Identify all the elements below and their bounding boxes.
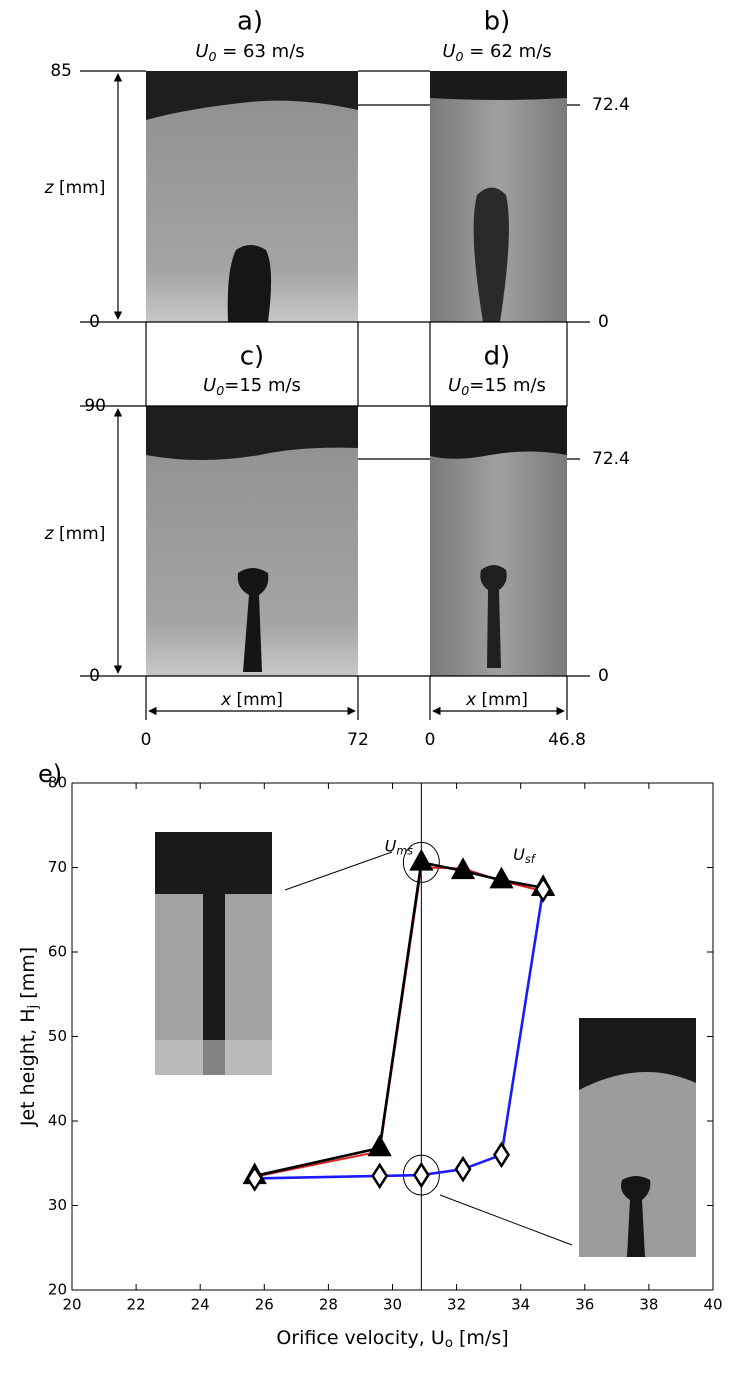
panel-label: d) xyxy=(484,342,511,372)
x-label: x [mm] xyxy=(465,690,528,710)
data-point xyxy=(454,1155,472,1183)
data-point xyxy=(412,1161,430,1189)
panel-label: c) xyxy=(240,342,264,372)
image-b xyxy=(430,71,567,322)
annotation: Ums xyxy=(385,836,414,858)
image-d xyxy=(430,406,567,676)
data-point xyxy=(489,866,514,889)
scale-label: 85 xyxy=(50,61,72,81)
velocity-label: U0=15 m/s xyxy=(203,375,301,398)
y-tick-label: 50 xyxy=(48,1027,67,1045)
scale-label: 72.4 xyxy=(592,449,630,469)
x-tick-label: 22 xyxy=(127,1296,146,1314)
y-tick-label: 70 xyxy=(48,858,67,876)
z-label: z [mm] xyxy=(44,178,106,198)
data-point xyxy=(450,857,476,880)
y-tick-label: 60 xyxy=(48,943,67,961)
annotation: Usf xyxy=(513,844,537,866)
y-axis-label: Jet height, Hj [mm] xyxy=(17,947,42,1127)
panel-label: a) xyxy=(237,7,263,37)
x-tick-label: 24 xyxy=(191,1296,210,1314)
panel-label: e) xyxy=(38,760,62,788)
x-tick-label: 26 xyxy=(255,1296,274,1314)
x-tick-label: 20 xyxy=(62,1296,81,1314)
velocity-label: U0=15 m/s xyxy=(448,375,546,398)
y-tick-label: 20 xyxy=(48,1281,67,1299)
scale-label: 0 xyxy=(598,666,609,686)
image-a xyxy=(146,71,358,322)
x-tick-label: 40 xyxy=(703,1296,722,1314)
data-point xyxy=(246,1165,264,1192)
scale-label: 0 xyxy=(141,730,152,750)
image-c xyxy=(146,406,358,676)
x-axis-label: Orifice velocity, Uo [m/s] xyxy=(276,1327,508,1352)
x-label: x [mm] xyxy=(220,690,283,710)
scale-label: 0 xyxy=(425,730,436,750)
scale-label: 0 xyxy=(89,666,100,686)
scale-label: 46.8 xyxy=(548,730,586,750)
y-tick-label: 80 xyxy=(48,774,67,792)
scale-label: 0 xyxy=(598,312,609,332)
series-line xyxy=(254,889,545,1180)
velocity-label: U0 = 63 m/s xyxy=(195,41,304,64)
panel-label: b) xyxy=(484,7,511,37)
y-tick-label: 30 xyxy=(48,1196,67,1214)
data-point xyxy=(371,1162,389,1190)
data-point xyxy=(534,876,552,903)
inset-right xyxy=(439,1018,696,1257)
data-point xyxy=(367,1134,392,1157)
x-tick-label: 34 xyxy=(511,1296,530,1314)
data-point xyxy=(492,1141,510,1169)
data-point xyxy=(409,848,434,871)
highlight-ellipse xyxy=(402,841,440,883)
x-tick-label: 30 xyxy=(383,1296,402,1314)
y-tick-label: 40 xyxy=(48,1112,67,1130)
x-tick-label: 38 xyxy=(639,1296,658,1314)
x-tick-label: 28 xyxy=(319,1296,338,1314)
scale-label: 90 xyxy=(84,396,106,416)
scale-label: 72 xyxy=(347,730,369,750)
x-tick-label: 36 xyxy=(575,1296,594,1314)
velocity-label: U0 = 62 m/s xyxy=(442,41,551,64)
series-line xyxy=(254,860,544,1178)
scale-label: 0 xyxy=(89,312,100,332)
z-label: z [mm] xyxy=(44,524,106,544)
inset-left xyxy=(155,832,393,1075)
x-tick-label: 32 xyxy=(447,1296,466,1314)
scale-lines xyxy=(80,70,590,720)
scale-label: 72.4 xyxy=(592,95,630,115)
